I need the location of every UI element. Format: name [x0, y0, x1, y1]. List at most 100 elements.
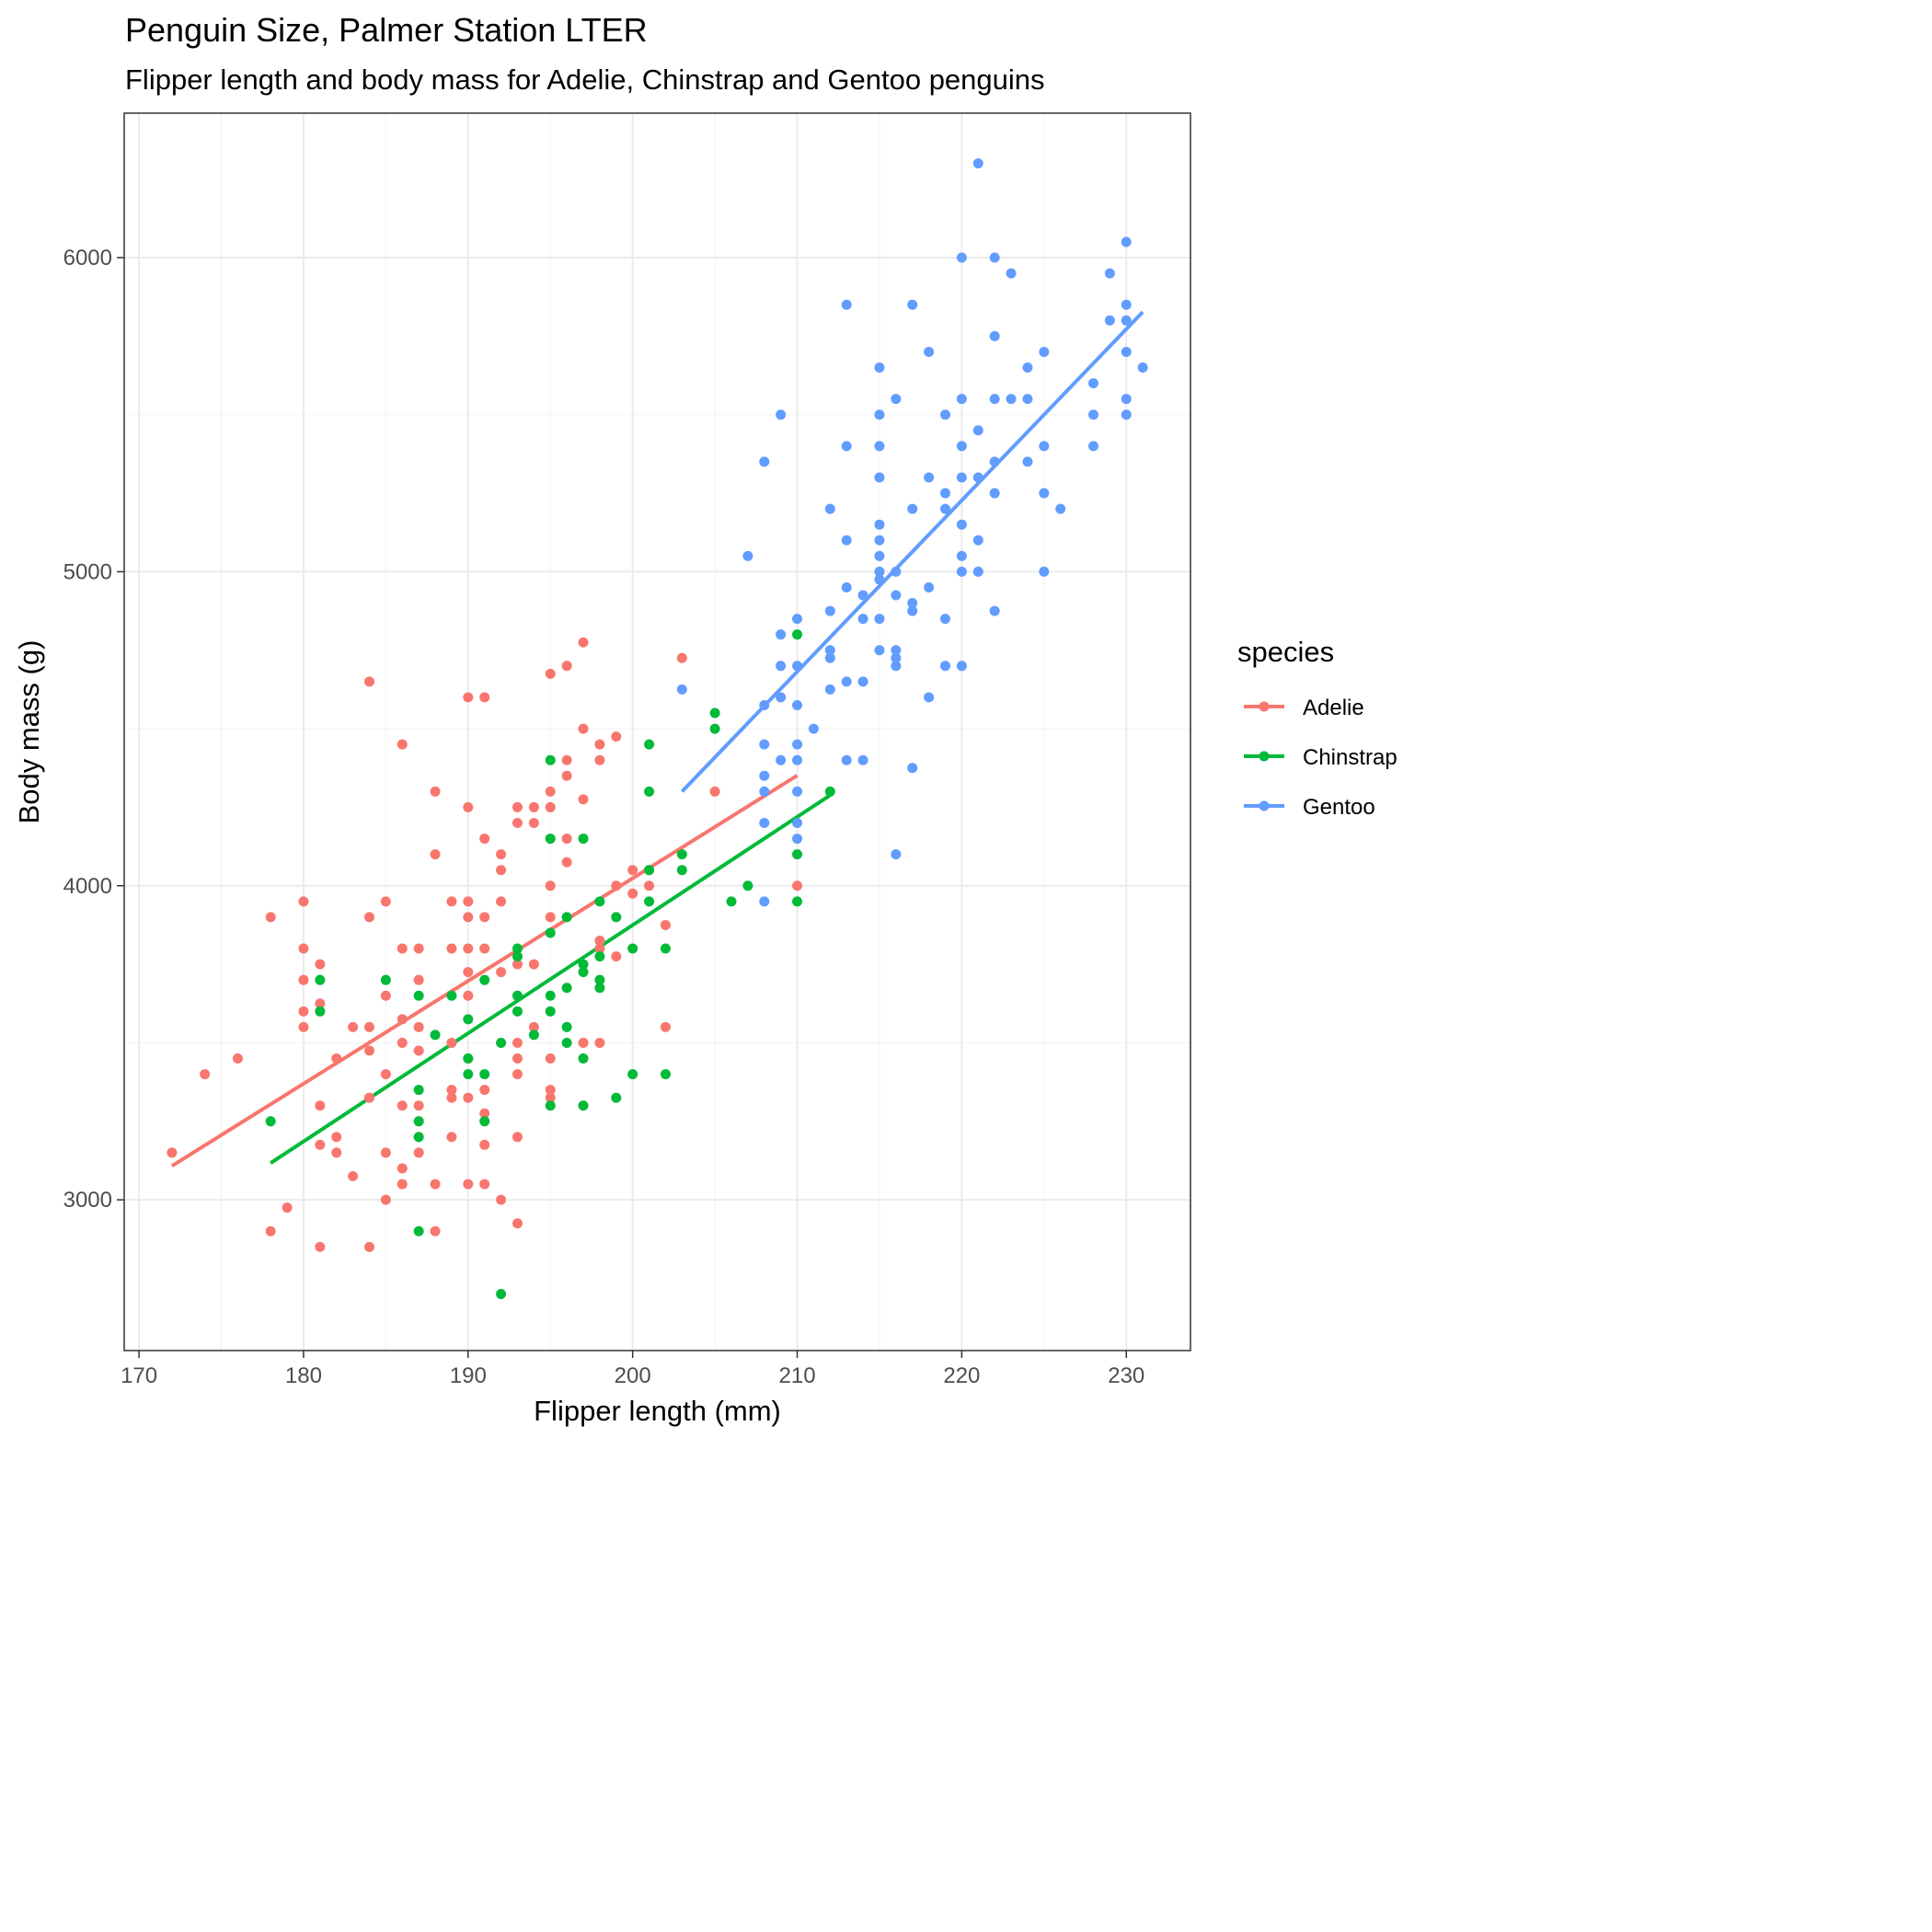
point-gentoo [824, 605, 835, 616]
point-adelie [282, 1202, 293, 1213]
point-chinstrap [528, 1029, 539, 1041]
point-chinstrap [430, 1029, 441, 1041]
point-chinstrap [578, 1100, 589, 1111]
x-tick-label: 230 [1108, 1363, 1144, 1388]
point-chinstrap [315, 974, 326, 985]
point-gentoo [776, 629, 787, 640]
legend-key-point-chinstrap [1259, 751, 1270, 762]
y-tick-label: 6000 [63, 246, 112, 270]
point-adelie [446, 1085, 457, 1096]
y-axis-label: Body mass (g) [13, 640, 45, 824]
point-adelie [561, 754, 572, 765]
point-adelie [528, 801, 539, 812]
point-gentoo [792, 661, 803, 672]
point-adelie [611, 731, 622, 742]
point-adelie [446, 1092, 457, 1103]
legend-key-point-gentoo [1259, 800, 1270, 811]
point-adelie [232, 1053, 243, 1064]
point-chinstrap [644, 896, 655, 907]
point-adelie [380, 896, 391, 907]
point-adelie [446, 1037, 457, 1048]
point-chinstrap [545, 927, 556, 938]
point-gentoo [891, 661, 902, 672]
point-adelie [512, 959, 523, 970]
point-gentoo [891, 645, 902, 656]
point-adelie [380, 1147, 391, 1158]
point-gentoo [940, 661, 951, 672]
point-adelie [512, 801, 523, 812]
point-adelie [578, 1037, 589, 1048]
point-adelie [413, 1147, 424, 1158]
point-gentoo [759, 896, 770, 907]
point-adelie [479, 943, 490, 954]
point-adelie [446, 943, 457, 954]
point-adelie [348, 1171, 359, 1182]
point-gentoo [792, 817, 803, 828]
point-chinstrap [413, 990, 424, 1001]
x-tick-label: 210 [779, 1363, 816, 1388]
point-chinstrap [676, 865, 687, 876]
point-gentoo [874, 574, 885, 585]
point-adelie [578, 637, 589, 648]
point-adelie [430, 786, 441, 797]
point-gentoo [776, 754, 787, 765]
point-chinstrap [545, 990, 556, 1001]
point-gentoo [874, 535, 885, 546]
point-gentoo [940, 488, 951, 499]
point-adelie [298, 896, 309, 907]
point-gentoo [1121, 315, 1132, 326]
y-tick-label: 3000 [63, 1188, 112, 1213]
point-gentoo [989, 456, 1000, 467]
point-chinstrap [545, 1100, 556, 1111]
legend: species Adelie Chinstrap Gentoo [1237, 636, 1397, 820]
point-adelie [463, 990, 474, 1001]
point-gentoo [857, 614, 868, 625]
point-gentoo [841, 754, 852, 765]
point-gentoo [1055, 503, 1066, 514]
point-gentoo [989, 252, 1000, 263]
point-chinstrap [660, 943, 671, 954]
point-adelie [479, 1108, 490, 1119]
point-chinstrap [611, 1092, 622, 1103]
point-gentoo [1006, 268, 1017, 279]
fit-line-gentoo [680, 310, 1144, 793]
point-gentoo [1121, 236, 1132, 247]
point-adelie [479, 692, 490, 703]
point-chinstrap [578, 1053, 589, 1064]
point-chinstrap [709, 723, 720, 734]
point-adelie [512, 1218, 523, 1229]
point-adelie [331, 1147, 342, 1158]
point-adelie [463, 1092, 474, 1103]
point-gentoo [857, 676, 868, 687]
point-chinstrap [545, 754, 556, 765]
point-gentoo [759, 770, 770, 781]
point-chinstrap [463, 1053, 474, 1064]
point-gentoo [972, 566, 983, 577]
point-adelie [380, 1069, 391, 1080]
point-chinstrap [413, 1132, 424, 1143]
point-chinstrap [545, 1006, 556, 1017]
point-chinstrap [594, 896, 605, 907]
point-gentoo [776, 692, 787, 703]
point-gentoo [891, 652, 902, 663]
point-gentoo [956, 394, 967, 405]
point-gentoo [1039, 566, 1050, 577]
point-adelie [463, 1179, 474, 1190]
point-adelie [479, 912, 490, 923]
point-adelie [413, 974, 424, 985]
point-gentoo [742, 550, 753, 561]
fit-line-chinstrap [270, 793, 832, 1165]
point-adelie [496, 865, 507, 876]
point-adelie [463, 943, 474, 954]
point-gentoo [841, 441, 852, 452]
point-gentoo [857, 754, 868, 765]
point-adelie [496, 896, 507, 907]
point-chinstrap [265, 1116, 276, 1127]
point-chinstrap [726, 896, 737, 907]
point-adelie [528, 817, 539, 828]
point-gentoo [1006, 394, 1017, 405]
point-chinstrap [561, 1037, 572, 1048]
axes: 170 180 190 200 210 220 230 3000 4000 5000 6000 [63, 246, 1145, 1388]
point-gentoo [824, 684, 835, 695]
point-gentoo [940, 409, 951, 420]
